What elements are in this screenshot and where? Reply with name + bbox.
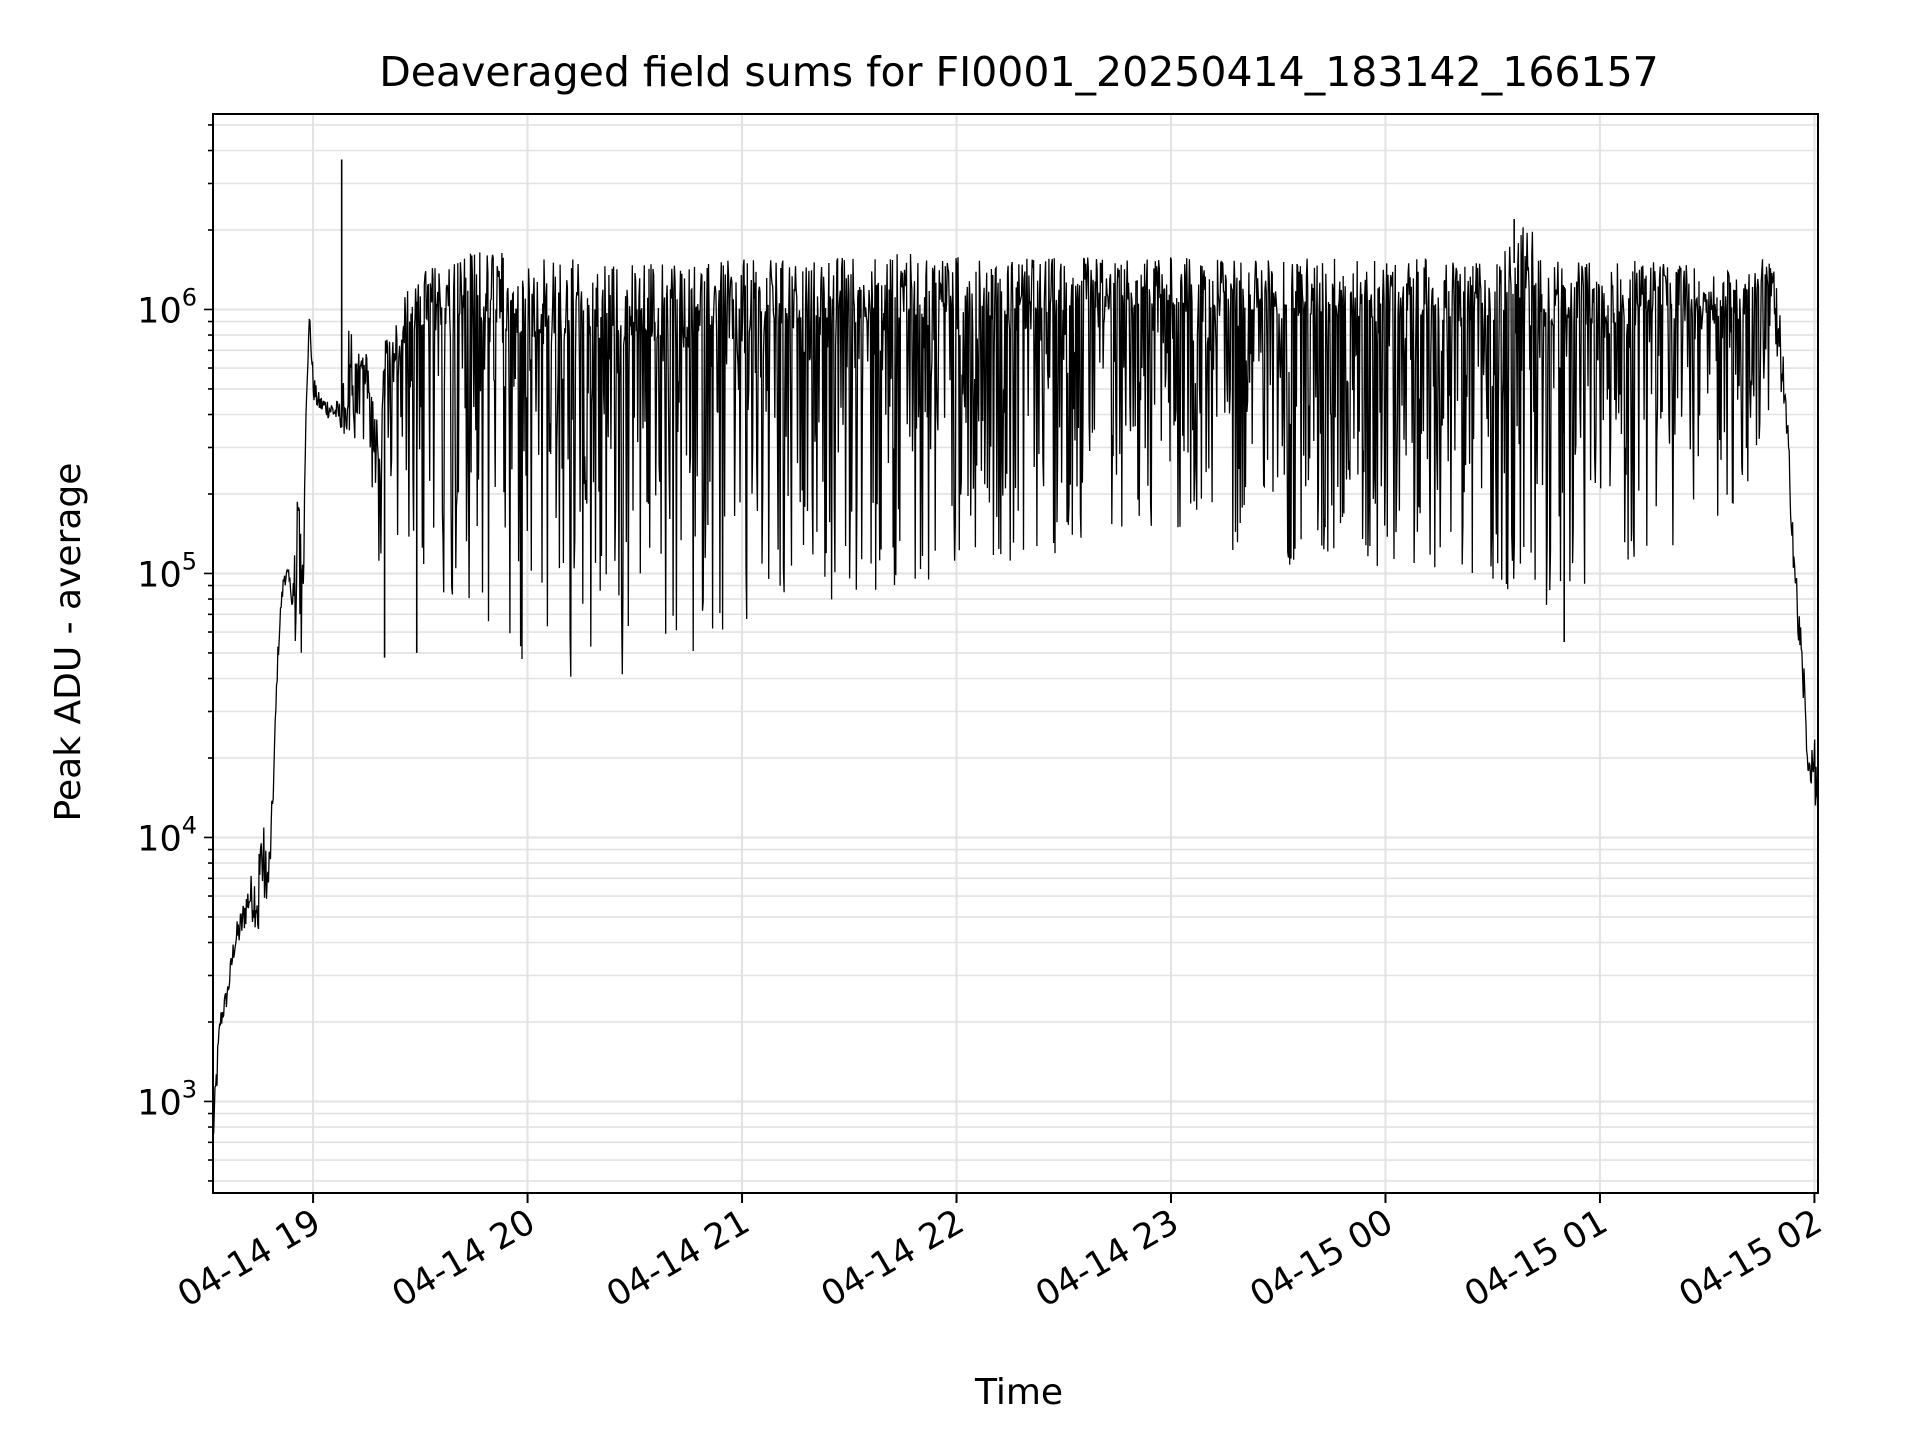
x-tick-label: 04-14 20 bbox=[386, 1202, 542, 1315]
x-tick-label: 04-14 23 bbox=[1029, 1202, 1185, 1315]
chart-title: Deaveraged field sums for FI0001_2025041… bbox=[379, 48, 1659, 96]
x-tick-label: 04-14 21 bbox=[600, 1202, 756, 1315]
x-axis-ticks: 04-14 19 04-14 20 04-14 21 04-14 22 04-14 23… bbox=[171, 1193, 1829, 1315]
series-group bbox=[212, 159, 1819, 1136]
y-axis-label: Peak ADU - average bbox=[48, 463, 89, 822]
y-axis-ticks: 103 104 105 106 bbox=[137, 124, 213, 1182]
x-axis-label: Time bbox=[974, 1372, 1063, 1413]
y-tick-label: 106 bbox=[137, 283, 197, 331]
y-tick-label: 105 bbox=[137, 547, 197, 595]
x-tick-label: 04-14 22 bbox=[815, 1202, 971, 1315]
x-tick-label: 04-15 02 bbox=[1673, 1202, 1829, 1315]
data-series-line bbox=[212, 227, 1819, 1136]
y-tick-label: 104 bbox=[137, 811, 197, 859]
x-tick-label: 04-15 00 bbox=[1244, 1202, 1400, 1315]
y-tick-label: 103 bbox=[137, 1075, 197, 1123]
x-tick-label: 04-15 01 bbox=[1458, 1202, 1614, 1315]
x-tick-label: 04-14 19 bbox=[171, 1202, 327, 1315]
